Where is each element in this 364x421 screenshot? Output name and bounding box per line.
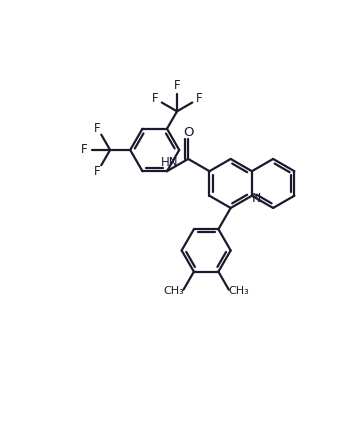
Text: F: F <box>94 122 100 135</box>
Text: CH₃: CH₃ <box>163 286 184 296</box>
Text: F: F <box>174 79 180 92</box>
Text: N: N <box>252 192 261 205</box>
Text: HN: HN <box>161 156 178 169</box>
Text: CH₃: CH₃ <box>229 286 249 296</box>
Text: O: O <box>184 126 194 139</box>
Text: F: F <box>195 92 202 105</box>
Text: F: F <box>152 92 159 105</box>
Text: F: F <box>81 144 88 157</box>
Text: F: F <box>94 165 100 178</box>
